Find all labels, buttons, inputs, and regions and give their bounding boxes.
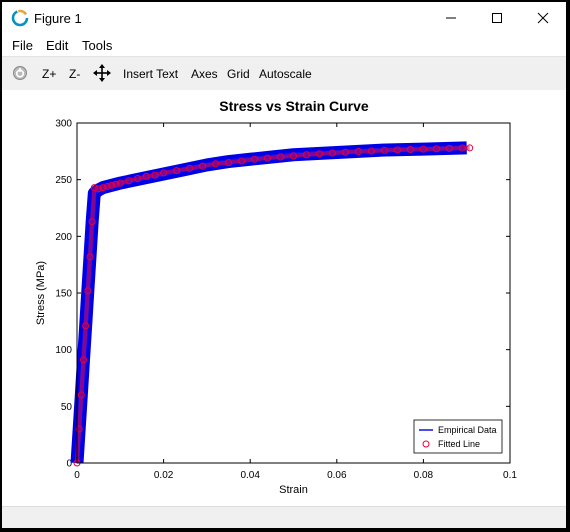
fitted-point [328,149,336,157]
zoom-in-button[interactable]: Z+ [42,67,57,81]
axes-button[interactable]: Axes [191,67,218,81]
menu-edit[interactable]: Edit [46,38,69,53]
fitted-point [160,169,168,177]
axes-box [76,122,511,464]
minimize-button[interactable] [428,2,474,34]
octave-logo-icon [11,9,29,27]
fitted-point [90,184,98,192]
fitted-point [82,322,90,330]
empirical-data-band [70,141,467,464]
insert-text-button[interactable]: Insert Text [123,67,179,81]
fitted-point [367,147,375,155]
figure-window: Figure 1 File Edit Tools Z+ Z- [2,2,566,528]
x-tick-label: 0.1 [503,470,517,481]
close-button[interactable] [520,2,566,34]
fitted-point [125,177,133,185]
fitted-point [186,164,194,172]
fitted-point [302,151,310,159]
pan-arrows-icon[interactable] [93,64,111,82]
fitted-point [458,144,466,152]
grid-button[interactable]: Grid [227,67,250,81]
fitted-point [432,145,440,153]
window-title: Figure 1 [34,11,82,26]
plot-area: Stress vs Strain Curve 0 0.02 0.04 0.06 0.08… [2,90,566,506]
fitted-point [406,146,414,154]
legend-entry-fitted: Fitted Line [438,439,480,449]
x-tick-label: 0.08 [414,470,434,481]
x-tick-label: 0 [74,470,80,481]
fitted-point [108,181,116,189]
zoom-out-button[interactable]: Z- [69,67,81,81]
fitted-point [315,150,323,158]
fitted-point [80,356,87,364]
menu-tools[interactable]: Tools [82,38,113,53]
y-tick-label: 0 [66,459,72,470]
fitted-point [75,425,83,433]
y-tick-label: 200 [55,232,72,243]
fitted-line-trace [75,145,470,464]
fitted-point [251,155,259,163]
minimize-icon [446,17,456,19]
fitted-point [95,185,103,193]
y-tick-label: 250 [55,175,72,186]
status-bar [2,506,566,528]
x-axis-label: Strain [279,484,308,496]
maximize-button[interactable] [474,2,520,34]
fitted-point [466,144,474,152]
fitted-point [199,162,207,170]
fitted-point [238,157,246,165]
y-axis-label: Stress (MPa) [35,261,47,325]
fitted-point [225,159,233,167]
fitted-point [134,175,142,183]
fitted-point [142,172,150,180]
rotate-icon[interactable] [12,65,28,81]
y-tick-label: 100 [55,345,72,356]
x-tick-label: 0.04 [240,470,260,481]
x-tick-label: 0.02 [154,470,174,481]
fitted-point [112,180,120,188]
fitted-point [290,152,297,160]
fitted-point [86,253,94,261]
fitted-point [341,148,349,156]
legend: Empirical Data Fitted Line [413,419,503,454]
y-tick-label: 300 [55,119,72,130]
fitted-point [99,184,107,192]
y-tick-label: 150 [55,289,72,300]
fitted-point [212,160,220,168]
fitted-point [88,218,96,226]
fitted-point [77,391,85,399]
fitted-point [380,146,388,154]
fitted-point [84,287,92,295]
empirical-data-core [74,145,467,464]
menu-file[interactable]: File [12,38,33,53]
fitted-point [277,153,285,161]
fitted-point [419,145,427,153]
y-tick-label: 50 [61,402,73,413]
x-tick-label: 0.06 [327,470,347,481]
fitted-point [445,144,453,152]
fitted-point [354,148,362,156]
legend-entry-empirical: Empirical Data [438,425,497,435]
menu-bar: File Edit Tools [2,34,566,56]
fitted-point [116,179,124,187]
fitted-point [173,167,181,175]
stress-strain-chart[interactable]: Stress vs Strain Curve 0 0.02 0.04 0.06 0.08… [2,90,566,506]
title-bar[interactable]: Figure 1 [2,2,566,34]
fitted-point [151,171,159,179]
autoscale-button[interactable]: Autoscale [259,67,312,81]
fitted-point [103,182,111,190]
maximize-icon [492,13,502,23]
toolbar: Z+ Z- Insert Text Axes Grid Autoscale [2,56,566,91]
close-icon [537,12,549,24]
chart-title: Stress vs Strain Curve [219,98,369,114]
fitted-point [264,154,272,162]
fitted-point [393,146,401,154]
legend-circle-swatch [422,440,430,448]
